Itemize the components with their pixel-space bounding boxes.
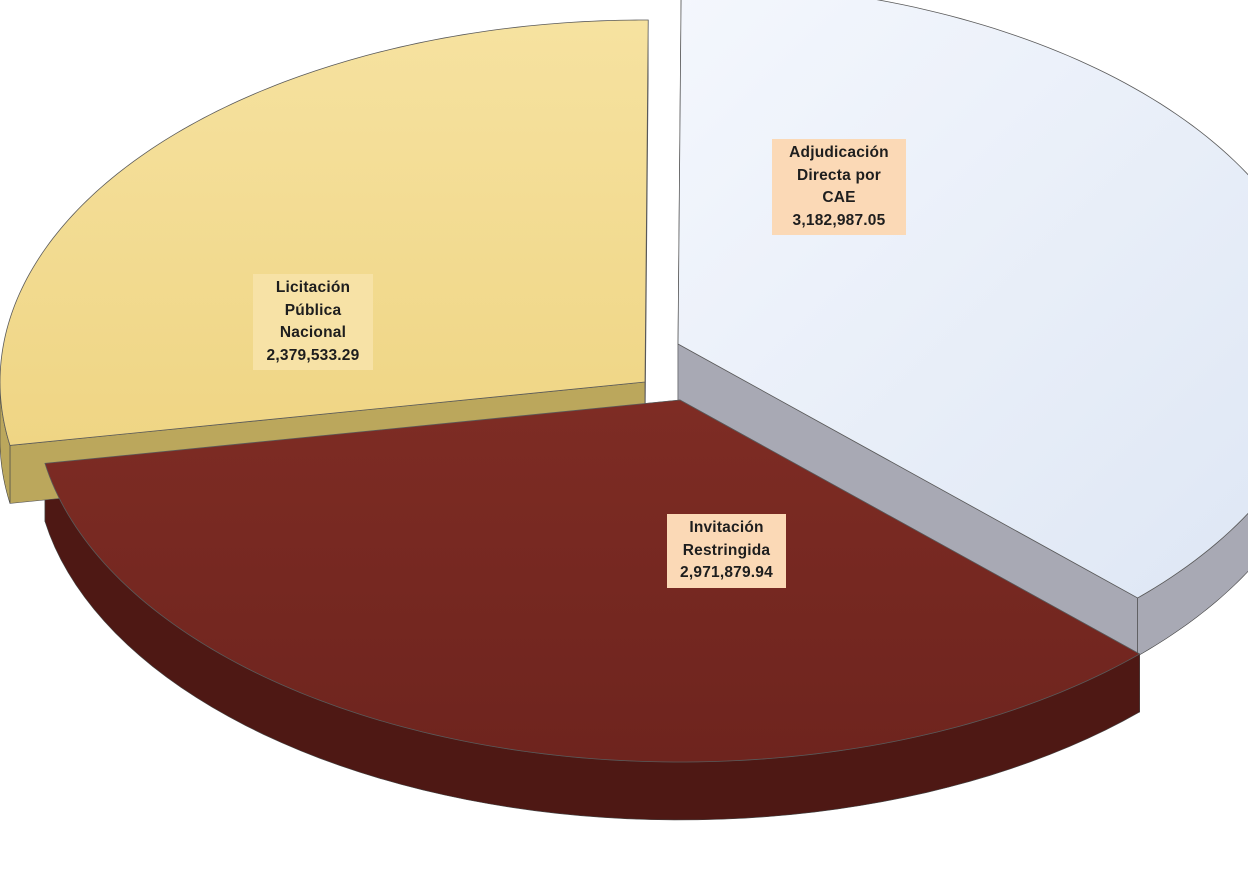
label-line: Restringida	[672, 540, 781, 563]
label-value: 2,379,533.29	[258, 345, 368, 368]
label-line: CAE	[777, 187, 901, 210]
label-value: 3,182,987.05	[777, 210, 901, 233]
label-line: Licitación	[258, 277, 368, 300]
label-line: Pública	[258, 300, 368, 323]
label-value: 2,971,879.94	[672, 562, 781, 585]
label-adjudicacion-directa: Adjudicación Directa por CAE 3,182,987.0…	[772, 139, 906, 235]
label-line: Invitación	[672, 517, 781, 540]
pie-slice	[0, 20, 648, 445]
label-invitacion-restringida: Invitación Restringida 2,971,879.94	[667, 514, 786, 588]
label-line: Adjudicación	[777, 142, 901, 165]
label-line: Directa por	[777, 165, 901, 188]
label-line: Nacional	[258, 322, 368, 345]
label-licitacion-publica: Licitación Pública Nacional 2,379,533.29	[253, 274, 373, 370]
